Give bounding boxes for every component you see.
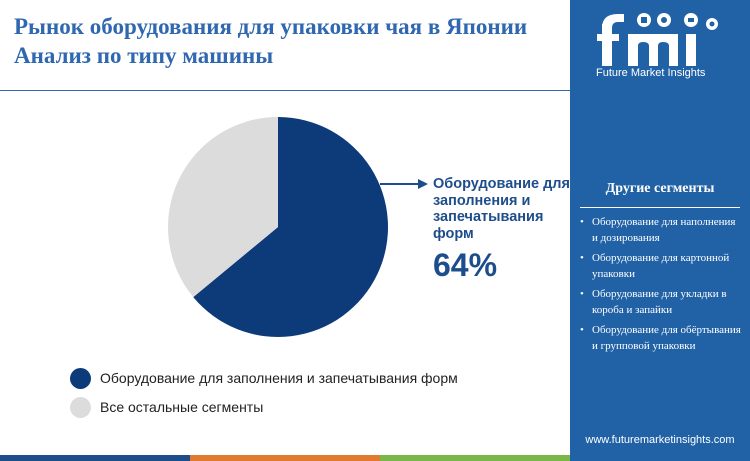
legend-swatch-1	[70, 396, 91, 418]
page-title: Рынок оборудования для упаковки чая в Яп…	[14, 14, 528, 68]
callout-label: Оборудование для заполнения и запечатыва…	[433, 176, 570, 242]
callout-value: 64%	[433, 247, 498, 283]
callout-arrow-head	[418, 179, 428, 189]
segment-item: Оборудование для картонной упаковки	[580, 250, 744, 282]
segment-item: Оборудование для обёртывания и групповой…	[580, 322, 744, 354]
footer-stripe-3	[570, 455, 750, 461]
segments-divider	[580, 207, 740, 208]
legend-label: Оборудование для заполнения и запечатыва…	[100, 370, 458, 386]
sidebar: Future Market Insights Другие сегменты О…	[570, 0, 750, 461]
title-divider	[0, 90, 570, 91]
fmi-logo-icon	[597, 13, 718, 66]
pie-slice-0	[193, 117, 388, 338]
footer-stripe-1	[190, 455, 380, 461]
website-link[interactable]: www.futuremarketinsights.com	[585, 434, 735, 446]
pie-chart	[167, 117, 428, 338]
segments-list: Оборудование для наполнения и дозировани…	[580, 214, 744, 358]
segment-item: Оборудование для наполнения и дозировани…	[580, 214, 744, 246]
segment-item: Оборудование для укладки в короба и запа…	[580, 286, 744, 318]
legend: Оборудование для заполнения и запечатыва…	[70, 367, 458, 425]
legend-label: Все остальные сегменты	[100, 399, 264, 415]
pie-slice-1	[167, 117, 278, 298]
legend-item: Оборудование для заполнения и запечатыва…	[70, 367, 458, 389]
footer-stripe-2	[380, 455, 570, 461]
pie-slices	[167, 117, 388, 338]
legend-swatch-0	[70, 367, 91, 389]
callout: Оборудование для заполнения и запечатыва…	[433, 176, 573, 282]
footer-stripe-0	[0, 455, 190, 461]
legend-item: Все остальные сегменты	[70, 396, 458, 418]
segments-title: Другие сегменты	[605, 181, 715, 196]
logo-text: Future Market Insights	[596, 67, 706, 79]
